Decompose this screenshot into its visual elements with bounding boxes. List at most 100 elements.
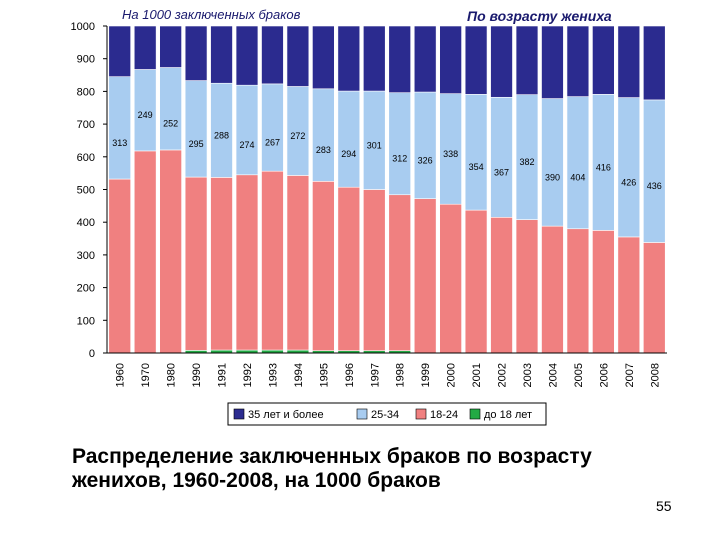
bar-segment (592, 230, 615, 354)
bar-segment (566, 228, 590, 354)
bar-segment (184, 25, 208, 81)
bar-segment (490, 96, 513, 218)
bar-segment (439, 25, 462, 94)
y-tick-label: 300 (77, 250, 95, 262)
bar-segment (490, 216, 513, 354)
y-tick-label: 700 (77, 119, 95, 131)
data-label: 313 (112, 138, 127, 148)
x-axis: 1960 1970 1980 1990 1991 1992 1993 1994 1995 1996… (107, 352, 667, 387)
data-label: 426 (621, 177, 636, 187)
bar-segment (413, 198, 437, 354)
page-number: 55 (656, 498, 672, 514)
bar-segment (592, 25, 615, 95)
bar-segment (184, 80, 208, 178)
bar-segment (617, 25, 641, 98)
data-label: 249 (138, 110, 153, 120)
data-label: 301 (367, 140, 382, 150)
x-tick-label: 2000 (446, 363, 458, 387)
x-tick-label: 1996 (344, 363, 356, 387)
y-tick-label: 200 (77, 283, 95, 295)
bar-segment (312, 88, 335, 182)
x-tick-label: 1990 (191, 363, 203, 387)
data-label: 252 (163, 119, 178, 129)
data-label: 354 (469, 162, 484, 172)
bar-segment (566, 25, 590, 97)
x-tick-label: 1993 (267, 363, 279, 387)
x-tick-label: 1991 (217, 363, 229, 387)
bar-segment (261, 170, 284, 351)
y-tick-label: 1000 (71, 21, 95, 33)
legend-swatch (469, 408, 481, 420)
chart-title: На 1000 заключенных браков (122, 7, 301, 22)
bar-segment (235, 84, 259, 176)
y-tick-label: 600 (77, 152, 95, 164)
data-label: 312 (392, 154, 407, 164)
legend-swatch (233, 408, 245, 420)
bar-segment (541, 225, 564, 354)
bar-segment (363, 25, 386, 92)
data-label: 272 (290, 131, 305, 141)
data-label: 294 (341, 149, 356, 159)
legend-label: 35 лет и более (248, 409, 324, 421)
bar-segment (133, 150, 157, 354)
bar-segment (439, 203, 462, 354)
legend-label: до 18 лет (484, 409, 532, 421)
chart-subtitle: По возрасту жениха (467, 8, 612, 24)
data-labels-group: 313 249 252 295 288 274 267 272 283 294 301 312 326 3… (112, 110, 662, 191)
bar-segment (643, 99, 666, 243)
data-label: 382 (519, 157, 534, 167)
bar-segment (337, 25, 361, 92)
bar-segment (541, 98, 564, 227)
data-label: 367 (494, 167, 509, 177)
bar-segment (413, 25, 437, 93)
bars-group (108, 25, 666, 354)
y-tick-label: 0 (89, 348, 95, 360)
x-tick-label: 1960 (115, 363, 127, 387)
stacked-bar-chart: На 1000 заключенных браков По возрасту ж… (71, 7, 667, 426)
bar-segment (515, 219, 539, 354)
bar-segment (337, 90, 361, 188)
data-label: 267 (265, 138, 280, 148)
bar-segment (133, 25, 157, 70)
x-tick-label: 1970 (140, 363, 152, 387)
data-label: 338 (443, 149, 458, 159)
legend-label: 25-34 (371, 409, 399, 421)
bar-segment (464, 94, 488, 211)
bar-segment (286, 175, 310, 351)
x-tick-label: 2001 (471, 363, 483, 387)
data-label: 295 (189, 139, 204, 149)
bar-segment (617, 236, 641, 354)
data-label: 326 (418, 155, 433, 165)
bar-segment (566, 96, 590, 230)
legend-swatch (415, 408, 427, 420)
bar-segment (541, 25, 564, 99)
data-label: 436 (647, 181, 662, 191)
bar-segment (490, 25, 513, 98)
bar-segment (159, 149, 182, 354)
legend-box (227, 402, 547, 426)
bar-segment (235, 25, 259, 86)
y-tick-label: 500 (77, 185, 95, 197)
data-label: 274 (239, 140, 254, 150)
x-tick-label: 1980 (166, 363, 178, 387)
data-label: 288 (214, 130, 229, 140)
bar-segment (159, 25, 182, 68)
x-tick-label: 2007 (624, 363, 636, 387)
bar-segment (108, 25, 131, 77)
bar-segment (617, 97, 641, 238)
bar-segment (108, 76, 131, 180)
x-tick-label: 1992 (242, 363, 254, 387)
x-tick-label: 2003 (522, 363, 534, 387)
bar-segment (643, 25, 666, 101)
data-label: 283 (316, 145, 331, 155)
bar-segment (643, 242, 666, 354)
bar-segment (210, 177, 233, 351)
bar-segment (184, 176, 208, 351)
bar-segment (464, 25, 488, 95)
slide-caption: Распределение заключенных браков по возр… (72, 445, 592, 492)
y-tick-label: 900 (77, 54, 95, 66)
bar-segment (388, 25, 411, 94)
bar-segment (108, 178, 131, 354)
bar-segment (413, 91, 437, 199)
bar-segment (388, 194, 411, 352)
